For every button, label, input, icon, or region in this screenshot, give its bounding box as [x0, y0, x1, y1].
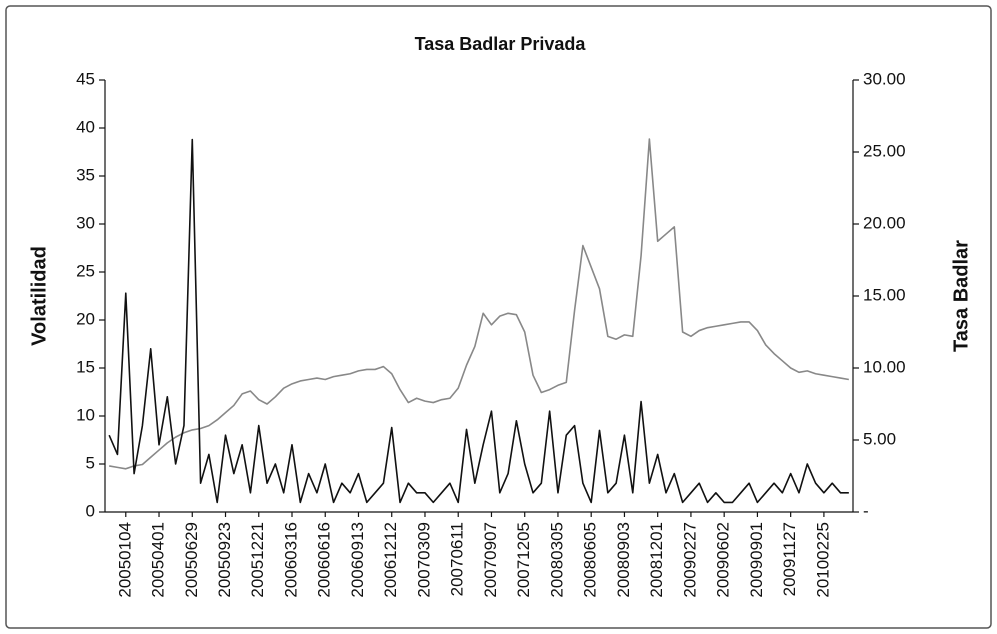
x-tick-label: 20071205 [514, 522, 533, 598]
x-tick-label: 20070907 [481, 522, 500, 598]
x-tick-label: 20061212 [381, 522, 400, 598]
y2-tick-label: 15.00 [863, 285, 906, 304]
x-tick-label: 20100225 [813, 522, 832, 598]
y-tick-label: 40 [76, 117, 95, 136]
series-line [108, 138, 849, 504]
x-tick-label: 20050401 [149, 522, 168, 598]
y2-tick-label: 25.00 [863, 141, 906, 160]
x-tick-label: 20070309 [414, 522, 433, 598]
y-tick-label: 20 [76, 309, 95, 328]
x-tick-label: 20051221 [248, 522, 267, 598]
y-axis-label: Volatilidad [28, 246, 50, 346]
x-tick-label: 20080903 [614, 522, 633, 598]
y2-tick-label: 5.00 [863, 429, 896, 448]
x-tick-label: 20091127 [780, 522, 799, 596]
y-tick-label: 0 [86, 501, 95, 520]
x-tick-label: 20060616 [315, 522, 334, 598]
x-tick-label: 20050923 [215, 522, 234, 598]
y2-axis-label: Tasa Badlar [950, 240, 972, 352]
y2-tick-label: - [863, 501, 869, 520]
x-tick-label: 20080605 [581, 522, 600, 598]
x-tick-label: 20050104 [115, 522, 134, 598]
x-tick-label: 20080305 [547, 522, 566, 598]
chart-title: Tasa Badlar Privada [415, 34, 587, 54]
y2-tick-label: 30.00 [863, 69, 906, 88]
y-tick-label: 15 [76, 357, 95, 376]
x-tick-label: 20070611 [448, 522, 467, 596]
x-tick-label: 20090901 [747, 522, 766, 598]
y-tick-label: 10 [76, 405, 95, 424]
y-tick-label: 25 [76, 261, 95, 280]
y-tick-label: 5 [86, 453, 95, 472]
y-tick-label: 30 [76, 213, 95, 232]
y-tick-label: 35 [76, 165, 95, 184]
x-tick-label: 20060913 [348, 522, 367, 598]
x-tick-label: 20081201 [647, 522, 666, 598]
x-tick-label: 20060316 [281, 522, 300, 598]
x-tick-label: 20050629 [182, 522, 201, 598]
y2-tick-label: 10.00 [863, 357, 906, 376]
x-tick-label: 20090602 [714, 522, 733, 598]
x-tick-label: 20090227 [680, 522, 699, 598]
y-tick-label: 45 [76, 69, 95, 88]
y2-tick-label: 20.00 [863, 213, 906, 232]
series-line [109, 138, 849, 470]
